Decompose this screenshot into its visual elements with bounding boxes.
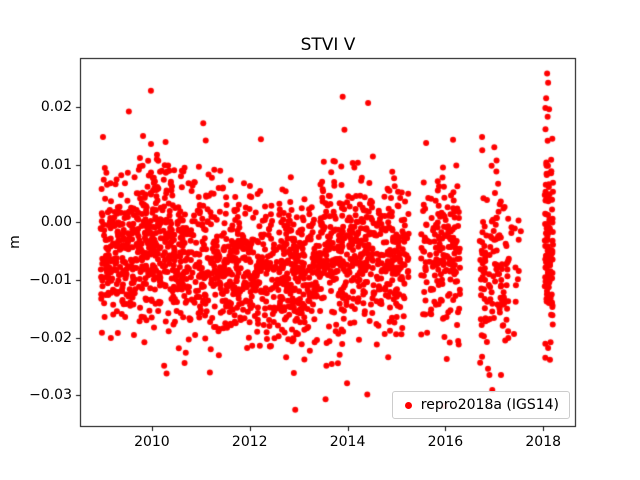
x-tick-label: 2010 xyxy=(134,434,170,450)
y-tick-label: −0.02 xyxy=(29,329,72,346)
legend[interactable]: repro2018a (IGS14) xyxy=(391,391,570,419)
legend-marker-icon xyxy=(404,401,412,409)
legend-label: repro2018a (IGS14) xyxy=(420,397,559,413)
y-tick-label: −0.03 xyxy=(29,387,72,404)
x-tick-label: 2016 xyxy=(427,434,464,450)
y-tick-label: 0.01 xyxy=(40,156,72,173)
chart-title: STVI V xyxy=(300,35,356,55)
x-tick-label: 2018 xyxy=(525,434,562,450)
x-tick-label: 2012 xyxy=(231,434,268,450)
y-tick-label: 0.00 xyxy=(40,214,72,231)
y-tick-label: −0.01 xyxy=(29,271,72,288)
x-tick-label: 2014 xyxy=(329,434,366,450)
y-tick-label: 0.02 xyxy=(40,99,72,115)
y-axis-label: m xyxy=(6,235,23,249)
